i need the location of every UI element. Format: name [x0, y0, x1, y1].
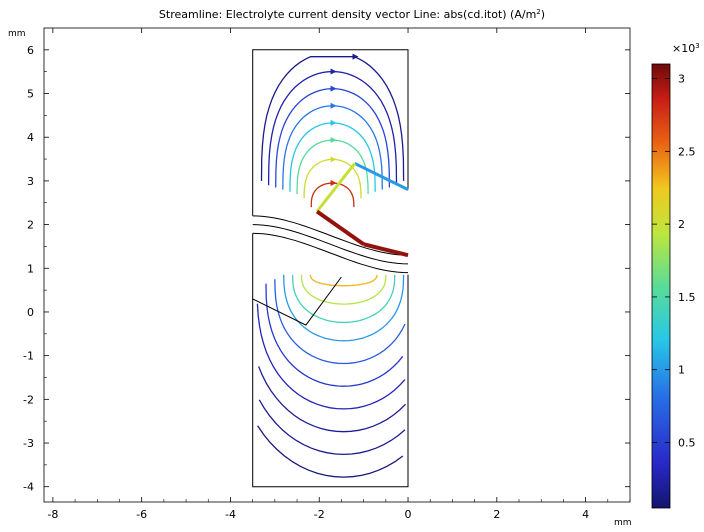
streamline-arrow [330, 156, 337, 163]
geometry-edge [252, 274, 409, 488]
y-tick-label: 2 [27, 219, 34, 232]
streamline [256, 303, 406, 410]
streamline-arrow [352, 53, 359, 60]
colorbar-tick-label: 1 [678, 364, 685, 377]
y-tick-label: 5 [27, 88, 34, 101]
y-tick-label: 6 [27, 44, 34, 57]
colorbar-tick-label: 2.5 [678, 145, 696, 158]
geometry-edge [252, 215, 409, 256]
streamline-arrow [330, 180, 337, 187]
geometry-edge [252, 49, 409, 216]
streamline [274, 279, 406, 365]
boundary-current [315, 162, 356, 213]
colorbar-tick-label: 1.5 [678, 291, 696, 304]
geometry-edge [252, 232, 409, 274]
streamline [258, 366, 407, 433]
x-tick-label: -2 [314, 508, 325, 521]
colorbar-tick-label: 2 [678, 218, 685, 231]
colorbar-scale-label: ×103 [672, 42, 700, 55]
streamline [265, 283, 404, 387]
y-axis-unit: mm [8, 29, 26, 39]
boundary-current [363, 242, 409, 258]
streamline [283, 274, 405, 342]
y-tick-label: -4 [23, 481, 34, 494]
y-tick-label: 3 [27, 175, 34, 188]
streamline-arrow [330, 119, 337, 126]
streamline [260, 56, 405, 181]
x-tick-label: 4 [582, 508, 589, 521]
y-tick-label: 4 [27, 131, 34, 144]
y-tick-label: -2 [23, 393, 34, 406]
y-tick-label: 1 [27, 262, 34, 275]
streamline-arrow [330, 68, 337, 75]
axes-frame [43, 27, 631, 503]
colorbar-tick-label: 3 [678, 73, 685, 86]
streamline [309, 274, 378, 287]
geometry-edge [252, 224, 409, 265]
x-tick-label: -4 [225, 508, 236, 521]
x-tick-label: -6 [136, 508, 147, 521]
boundary-current [315, 209, 365, 246]
geometry-edge [252, 233, 342, 326]
streamline-arrow [330, 102, 337, 109]
streamline-arrow [330, 137, 337, 144]
x-tick-label: 0 [405, 508, 412, 521]
colorbar-tick-label: 0.5 [678, 436, 696, 449]
y-tick-label: -3 [23, 437, 34, 450]
y-tick-label: -1 [23, 350, 34, 363]
streamline-arrow [330, 85, 337, 92]
streamline [257, 425, 404, 478]
plot-area: -8 -6 -4 -2 0 2 4 -4 -3 -2 -1 0 1 2 3 4 5 6 [23, 27, 631, 521]
y-tick-label: 0 [27, 306, 34, 319]
x-axis-unit: mm [614, 518, 632, 528]
x-tick-label: 2 [493, 508, 500, 521]
streamline [258, 399, 406, 456]
colorbar-bar [651, 63, 671, 509]
streamline [296, 139, 369, 195]
colorbar: 0.5 1 1.5 2 2.5 3 ×103 [651, 42, 700, 509]
streamline [300, 274, 387, 305]
chart-title: Streamline: Electrolyte current density … [159, 8, 545, 21]
streamline [310, 182, 355, 208]
boundary-current [354, 162, 409, 191]
streamline [291, 274, 396, 324]
x-tick-label: -8 [47, 508, 58, 521]
